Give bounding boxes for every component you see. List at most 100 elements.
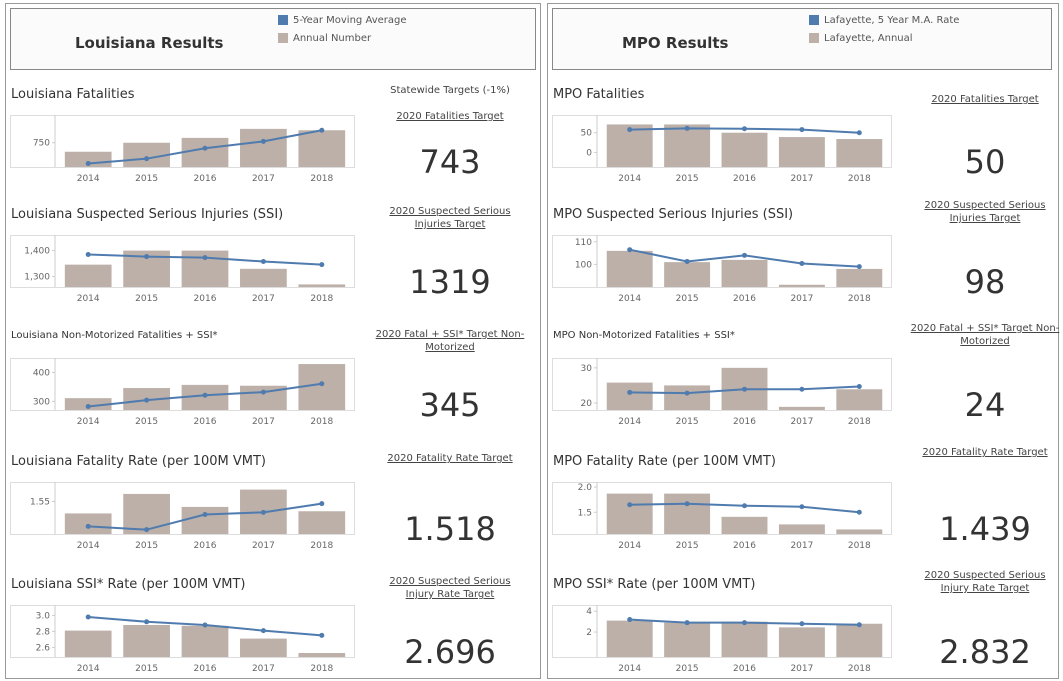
bar	[606, 620, 653, 657]
line-point	[742, 620, 747, 626]
bar	[836, 529, 883, 534]
target-label: 2020 Suspected Serious Injury Rate Targe…	[924, 570, 1046, 594]
x-tick-label: 2017	[252, 294, 275, 304]
target-label: 2020 Fatalities Target	[396, 111, 504, 122]
mini-chart: 1,300 1,400 2014 2015 2016 2017 2018	[10, 235, 355, 304]
line-point	[144, 619, 150, 625]
bar	[123, 142, 170, 167]
line-point	[742, 386, 747, 392]
y-tick-label: 1,300	[24, 273, 50, 283]
x-tick-label: 2014	[618, 174, 641, 184]
line-point	[260, 509, 266, 515]
x-tick-label: 2015	[135, 417, 158, 427]
line-point	[85, 404, 91, 410]
target-value: 24	[964, 386, 1006, 424]
bar	[64, 513, 112, 534]
bar	[664, 262, 711, 287]
chart-title: Louisiana Fatality Rate (per 100M VMT)	[11, 454, 266, 469]
line-point	[319, 127, 325, 133]
header-box	[10, 8, 536, 70]
x-tick-label: 2018	[310, 174, 333, 184]
line-point	[85, 614, 91, 620]
line-point	[799, 260, 805, 266]
line-point	[742, 252, 747, 258]
header-title: Louisiana Results	[75, 34, 224, 52]
bar	[836, 139, 883, 167]
x-tick-label: 2018	[310, 294, 333, 304]
target-value: 345	[419, 386, 481, 424]
bar	[606, 250, 653, 287]
bar	[778, 627, 825, 657]
x-tick-label: 2018	[310, 417, 333, 427]
y-tick-label: 20	[581, 399, 593, 409]
bar	[836, 389, 883, 410]
bar	[606, 493, 653, 534]
mini-chart: 100 110 2014 2015 2016 2017 2018	[552, 235, 892, 304]
mini-chart: 750 2014 2015 2016 2017 2018	[10, 115, 355, 184]
x-tick-label: 2015	[135, 174, 158, 184]
line-point	[684, 390, 690, 396]
x-tick-label: 2014	[618, 417, 641, 427]
line-point	[856, 622, 862, 628]
chart-title: Louisiana SSI* Rate (per 100M VMT)	[11, 577, 246, 592]
line-point	[144, 527, 150, 533]
mini-chart: 1.5 2.0 2014 2015 2016 2017 2018	[552, 482, 892, 551]
x-tick-label: 2016	[733, 541, 756, 551]
target-label: 2020 Suspected Serious Injury Rate Targe…	[389, 576, 511, 600]
line-point	[202, 145, 208, 151]
y-tick-label: 300	[33, 397, 50, 407]
bar	[298, 284, 346, 287]
legend-item: Lafayette, 5 Year M.A. Rate	[809, 12, 959, 28]
line-point	[627, 247, 633, 253]
line-point	[856, 383, 862, 389]
chart-title: Louisiana Suspected Serious Injuries (SS…	[11, 207, 284, 222]
y-tick-label: 400	[33, 368, 50, 378]
x-tick-label: 2014	[77, 294, 100, 304]
x-tick-label: 2015	[676, 541, 699, 551]
x-tick-label: 2017	[252, 664, 275, 674]
bar	[664, 622, 711, 657]
bar	[664, 124, 711, 167]
line-point	[144, 254, 150, 260]
target-label: 2020 Fatality Rate Target	[922, 447, 1048, 458]
bar	[123, 625, 170, 657]
bar	[240, 638, 287, 657]
legend-label: Annual Number	[293, 32, 372, 44]
bar	[778, 524, 825, 534]
y-tick-label: 2.8	[36, 627, 51, 637]
x-tick-label: 2015	[135, 294, 158, 304]
target-value: 1.518	[404, 510, 496, 548]
line-point	[799, 386, 805, 392]
x-tick-label: 2016	[194, 541, 217, 551]
line-point	[319, 632, 325, 638]
x-tick-label: 2017	[790, 417, 813, 427]
x-tick-label: 2017	[790, 174, 813, 184]
line-point	[799, 621, 805, 627]
line-point	[856, 264, 862, 270]
line-point	[856, 509, 862, 515]
header-title: MPO Results	[622, 34, 729, 52]
x-tick-label: 2015	[676, 664, 699, 674]
legend-swatch	[278, 33, 288, 43]
bar	[298, 511, 346, 534]
x-tick-label: 2014	[77, 174, 100, 184]
line-point	[684, 125, 690, 131]
x-tick-label: 2016	[733, 294, 756, 304]
bar	[181, 625, 229, 657]
line-point	[684, 620, 690, 626]
target-label: 2020 Fatal + SSI* Target Non-Motorized	[375, 329, 525, 353]
bar	[181, 506, 229, 534]
x-tick-label: 2015	[676, 294, 699, 304]
y-tick-label: 4	[586, 607, 592, 617]
y-tick-label: 2.0	[578, 483, 593, 493]
bar	[181, 137, 229, 167]
x-tick-label: 2017	[252, 541, 275, 551]
bar	[240, 268, 287, 287]
chart-title: MPO Fatality Rate (per 100M VMT)	[553, 454, 776, 469]
bar	[721, 516, 768, 534]
x-tick-label: 2016	[194, 664, 217, 674]
legend-swatch	[809, 33, 819, 43]
x-tick-label: 2017	[790, 294, 813, 304]
x-tick-label: 2014	[77, 541, 100, 551]
target-value: 98	[964, 263, 1006, 301]
